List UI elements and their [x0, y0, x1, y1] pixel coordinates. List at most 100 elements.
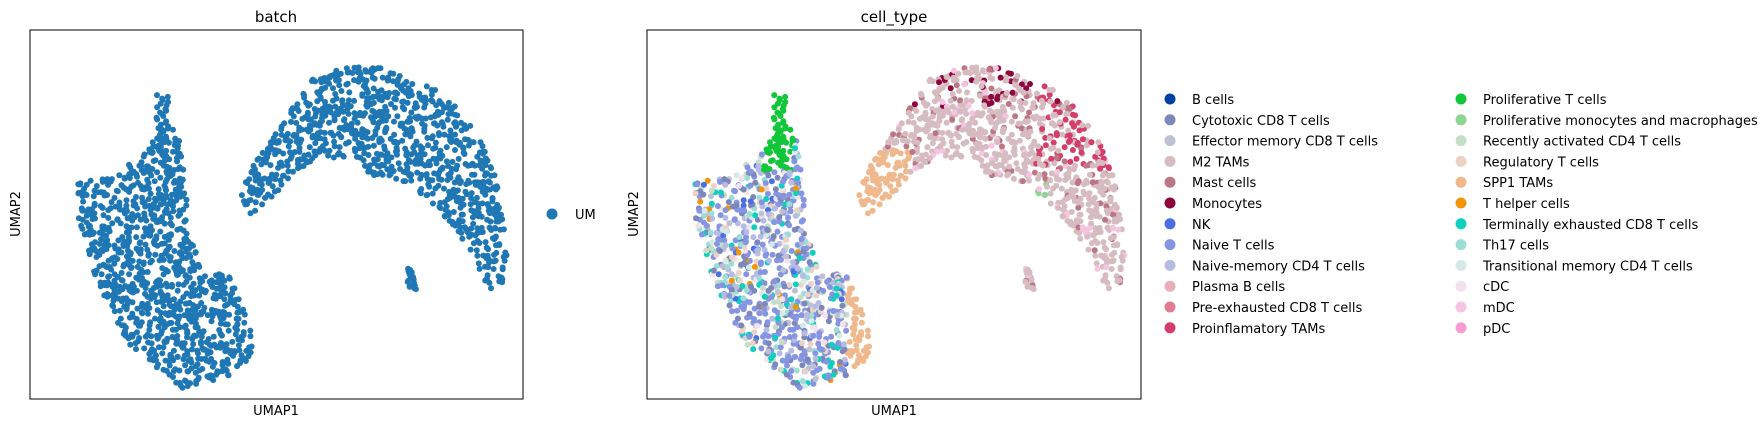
umap-point — [431, 120, 438, 127]
umap-point — [254, 191, 261, 198]
umap-point — [993, 120, 999, 127]
umap-point — [259, 201, 266, 208]
umap-point — [779, 310, 786, 317]
umap-point — [843, 274, 850, 281]
umap-point — [812, 350, 819, 357]
umap-point — [936, 86, 943, 93]
umap-point — [164, 93, 171, 100]
umap-point — [1031, 169, 1038, 176]
umap-point — [132, 340, 139, 347]
umap-point — [471, 162, 478, 169]
umap-point — [722, 214, 729, 221]
umap-point — [800, 322, 806, 329]
umap-point — [756, 167, 762, 174]
umap-point — [179, 384, 186, 391]
umap-point — [466, 233, 473, 240]
umap-point — [247, 197, 254, 203]
umap-point — [765, 340, 772, 347]
umap-point — [839, 321, 846, 328]
umap-point — [144, 306, 150, 313]
umap-point — [854, 357, 861, 364]
umap-point — [157, 288, 164, 295]
umap-point — [165, 236, 172, 243]
umap-point — [321, 147, 328, 154]
umap-point — [312, 113, 319, 120]
umap-point — [147, 190, 154, 197]
umap-point — [952, 151, 959, 158]
umap-point — [126, 175, 133, 181]
umap-point — [746, 211, 753, 217]
umap-point — [224, 356, 231, 363]
legend-marker — [1455, 176, 1467, 188]
umap-point — [1093, 260, 1100, 267]
umap-point — [159, 218, 166, 225]
umap-point — [295, 165, 301, 172]
umap-point — [997, 74, 1004, 81]
umap-point — [365, 168, 372, 175]
legend-marker — [1455, 197, 1467, 209]
umap-point — [1047, 177, 1054, 184]
umap-point — [183, 248, 189, 255]
umap-point — [989, 160, 995, 166]
umap-point — [953, 82, 960, 89]
umap-point — [429, 177, 436, 184]
umap-point — [490, 266, 497, 272]
umap-point — [703, 247, 710, 254]
umap-point — [154, 92, 160, 99]
umap-point — [482, 155, 489, 162]
umap-point — [418, 186, 425, 192]
umap-point — [468, 190, 475, 197]
umap-point — [958, 117, 965, 124]
umap-point — [476, 149, 483, 156]
umap-point — [858, 329, 865, 336]
umap-point — [846, 290, 853, 297]
umap-point — [751, 224, 758, 231]
umap-point — [776, 214, 783, 221]
umap-point — [707, 229, 714, 236]
umap-point — [147, 319, 154, 326]
umap-point — [385, 77, 392, 84]
umap-point — [336, 144, 343, 151]
umap-point — [213, 371, 220, 378]
umap-point — [718, 189, 724, 196]
umap-point — [184, 383, 191, 390]
umap-point — [499, 264, 506, 271]
umap-point — [761, 331, 768, 338]
umap-point — [99, 248, 106, 254]
umap-point — [1077, 235, 1084, 242]
umap-point — [1044, 183, 1050, 190]
umap-point — [126, 287, 133, 294]
umap-point — [969, 145, 976, 152]
umap-point — [280, 172, 286, 179]
umap-point — [445, 171, 452, 178]
umap-point — [184, 351, 191, 358]
umap-point — [802, 368, 809, 375]
umap-point — [477, 183, 484, 190]
umap-point — [1107, 235, 1114, 242]
umap-point — [968, 77, 975, 84]
umap-point — [1094, 265, 1101, 272]
umap-point — [695, 222, 702, 229]
umap-point — [148, 287, 155, 294]
umap-point — [84, 207, 91, 214]
umap-point — [441, 131, 448, 138]
umap-point — [962, 69, 969, 76]
umap-point — [443, 158, 450, 165]
umap-point — [284, 137, 291, 144]
umap-point — [771, 307, 778, 314]
umap-point — [175, 281, 182, 288]
umap-point — [929, 140, 936, 147]
umap-point — [226, 274, 233, 281]
umap-point — [157, 174, 164, 181]
umap-point — [1119, 257, 1126, 264]
umap-point — [722, 207, 729, 214]
umap-point — [745, 264, 752, 271]
umap-point — [928, 121, 934, 128]
umap-point — [1113, 204, 1120, 211]
umap-point — [847, 352, 854, 359]
umap-point — [1047, 98, 1054, 105]
umap-point — [1006, 154, 1013, 161]
umap-point — [829, 291, 836, 298]
umap-point — [769, 315, 776, 322]
